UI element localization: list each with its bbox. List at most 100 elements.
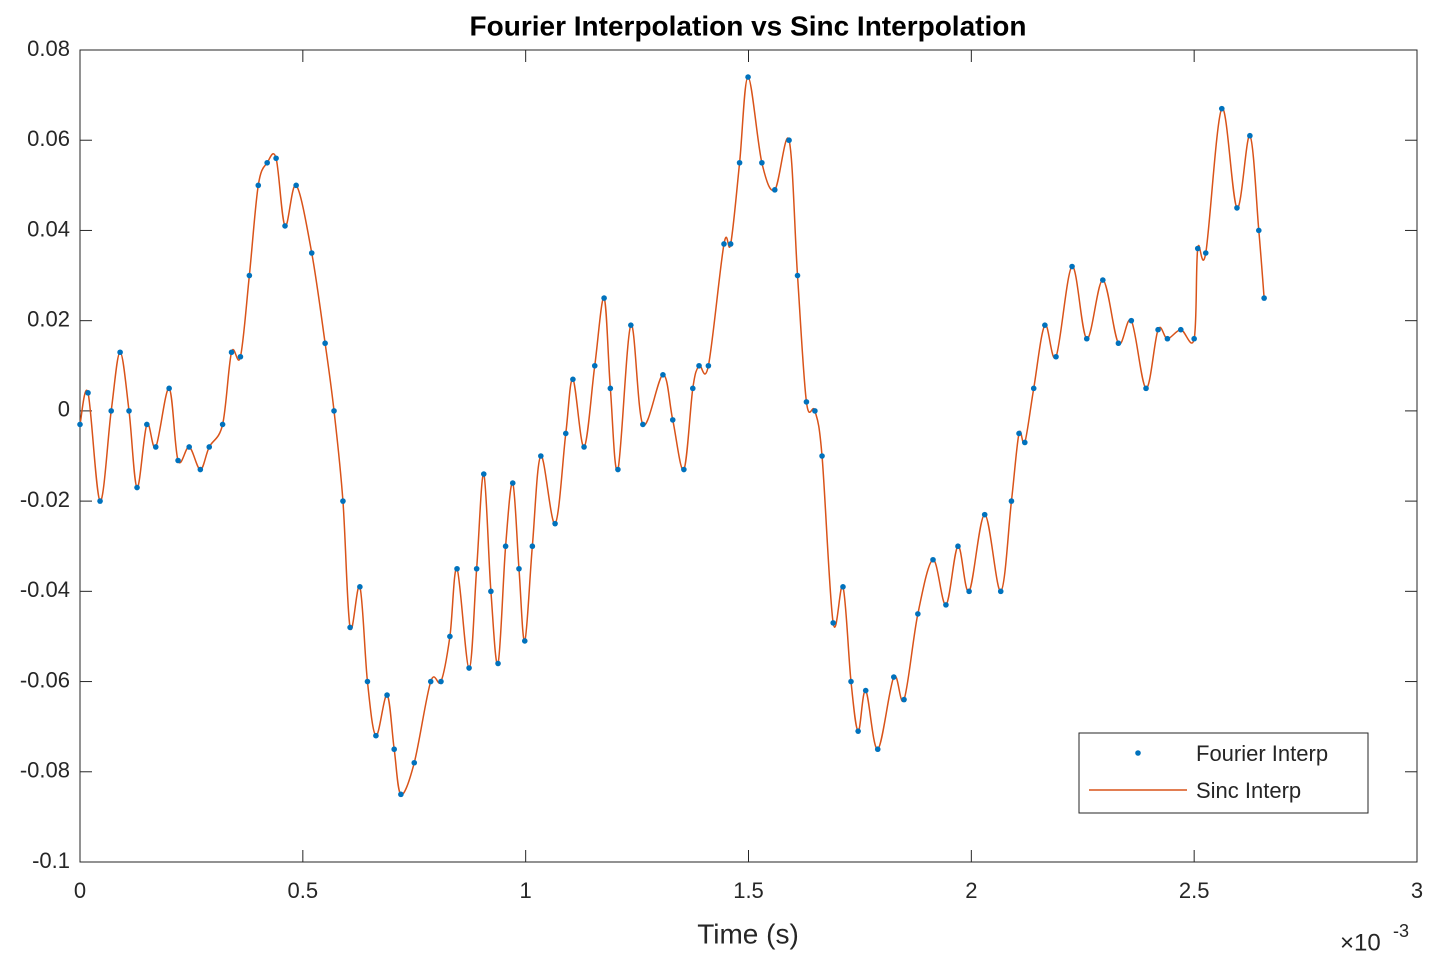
- x-tick-label: 2.5: [1179, 878, 1210, 903]
- fourier-dot: [322, 340, 328, 347]
- fourier-dot: [175, 457, 181, 464]
- fourier-dot: [1164, 335, 1171, 342]
- fourier-dot: [228, 349, 235, 356]
- fourier-dot: [255, 182, 262, 189]
- fourier-dot: [206, 444, 213, 450]
- fourier-dot: [1053, 353, 1059, 360]
- fourier-dot: [529, 543, 536, 550]
- fourier-dot: [282, 223, 288, 229]
- fourier-dot: [607, 385, 614, 392]
- fourier-dot: [840, 584, 846, 590]
- fourier-dot: [331, 408, 337, 414]
- y-tick-label: 0.04: [27, 216, 70, 241]
- fourier-dot: [660, 372, 666, 378]
- x-axis-label: Time (s): [697, 918, 799, 949]
- fourier-dot: [77, 421, 83, 428]
- fourier-dot: [384, 692, 390, 698]
- fourier-dot: [771, 187, 778, 193]
- y-tick-label: -0.06: [20, 667, 70, 692]
- y-tick-label: 0.06: [27, 126, 70, 151]
- y-tick-label: -0.04: [20, 577, 70, 602]
- fourier-dot: [552, 520, 558, 527]
- fourier-dot: [997, 588, 1004, 595]
- fourier-dot: [562, 430, 569, 437]
- fourier-dot: [862, 687, 869, 694]
- fourier-dot: [1261, 295, 1267, 301]
- fourier-dot: [308, 250, 315, 256]
- fourier-dot: [1218, 105, 1225, 112]
- fourier-dot: [538, 453, 544, 459]
- fourier-dot: [915, 611, 921, 617]
- fourier-dot: [736, 159, 743, 166]
- fourier-dot: [1202, 250, 1209, 256]
- fourier-dot: [1115, 340, 1122, 347]
- fourier-dot: [117, 349, 123, 356]
- x-tick-label: 1.5: [733, 878, 764, 903]
- fourier-dot: [197, 466, 204, 473]
- fourier-dot: [794, 272, 801, 279]
- fourier-dot: [473, 565, 480, 572]
- legend-label: Sinc Interp: [1196, 778, 1301, 803]
- legend-swatch: [1135, 750, 1141, 756]
- fourier-dot: [454, 565, 460, 572]
- y-tick-label: -0.02: [20, 487, 70, 512]
- y-tick-label: -0.08: [20, 758, 70, 783]
- fourier-dot: [364, 678, 371, 685]
- fourier-dot: [689, 385, 696, 392]
- y-tick-label: -0.1: [32, 848, 70, 873]
- fourier-dot: [1177, 326, 1184, 333]
- fourier-dot: [373, 732, 379, 739]
- fourier-dot: [264, 159, 270, 166]
- fourier-dot: [786, 137, 792, 144]
- x-tick-label: 2: [965, 878, 977, 903]
- x-multiplier-exponent: -3: [1393, 921, 1409, 941]
- fourier-dot: [237, 353, 244, 360]
- fourier-dot: [848, 678, 854, 685]
- fourier-dot: [874, 746, 881, 753]
- fourier-dot: [669, 417, 676, 423]
- chart-title: Fourier Interpolation vs Sinc Interpolat…: [470, 10, 1027, 41]
- fourier-dot: [480, 471, 487, 477]
- fourier-dot: [97, 498, 103, 504]
- fourier-dot: [1030, 385, 1037, 392]
- fourier-dot: [273, 155, 279, 162]
- fourier-dot: [134, 484, 140, 491]
- x-tick-label: 0.5: [288, 878, 319, 903]
- fourier-dot: [398, 791, 404, 798]
- fourier-dot: [166, 385, 172, 392]
- fourier-dot: [144, 421, 150, 428]
- fourier-dot: [615, 466, 621, 473]
- fourier-dot: [357, 584, 363, 590]
- fourier-dot: [1234, 205, 1240, 211]
- fourier-dot: [696, 362, 702, 369]
- fourier-dot: [1194, 245, 1201, 252]
- fourier-dot: [581, 444, 587, 450]
- fourier-dot: [1255, 227, 1262, 234]
- fourier-dot: [85, 390, 91, 396]
- legend-label: Fourier Interp: [1196, 741, 1328, 766]
- fourier-dot: [521, 638, 528, 644]
- fourier-dot: [1069, 263, 1075, 270]
- fourier-dot: [855, 728, 861, 734]
- fourier-dot: [1008, 498, 1015, 504]
- fourier-dot: [152, 444, 159, 450]
- fourier-dot: [901, 696, 907, 703]
- fourier-dot: [340, 498, 346, 504]
- fourier-dot: [591, 362, 598, 369]
- fourier-dot: [411, 759, 418, 766]
- y-tick-label: 0.08: [27, 36, 70, 61]
- fourier-dot: [488, 588, 494, 595]
- fourier-dot: [427, 678, 434, 685]
- fourier-dot: [1143, 385, 1149, 392]
- fourier-dot: [1016, 430, 1022, 437]
- fourier-dot: [570, 376, 576, 383]
- x-tick-label: 0: [74, 878, 86, 903]
- fourier-dot: [246, 272, 253, 279]
- fourier-dot: [447, 633, 453, 640]
- fourier-dot: [293, 182, 299, 189]
- fourier-dot: [930, 556, 936, 563]
- fourier-dot: [759, 159, 765, 166]
- legend: Fourier Interp Sinc Interp: [1078, 732, 1369, 814]
- plot-area: [79, 49, 1418, 863]
- x-tick-label: 1: [520, 878, 532, 903]
